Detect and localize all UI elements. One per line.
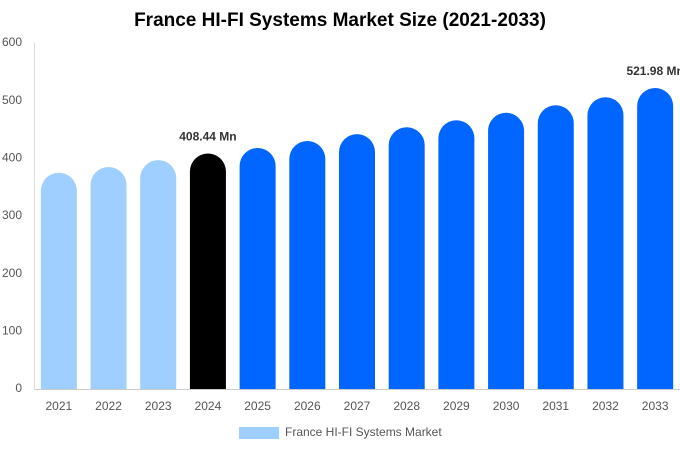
bar: [637, 87, 674, 389]
x-tick-label: 2029: [443, 399, 470, 413]
x-tick-label: 2024: [195, 399, 222, 413]
x-tick-label: 2033: [642, 399, 669, 413]
y-tick-label: 600: [2, 35, 22, 49]
bar: [438, 120, 475, 390]
y-tick-label: 400: [2, 151, 22, 165]
x-tick-label: 2027: [344, 399, 371, 413]
bar: [90, 166, 127, 389]
bar: [339, 134, 375, 389]
value-label: 521.98 Mn: [626, 64, 680, 78]
bar: [587, 97, 624, 389]
bar: [488, 112, 525, 390]
x-tick-label: 2028: [393, 399, 420, 413]
bar: [289, 141, 326, 389]
x-tick-label: 2023: [145, 399, 172, 413]
x-tick-label: 2026: [294, 399, 321, 413]
bar: [537, 105, 574, 389]
bar: [388, 127, 425, 390]
y-tick-label: 500: [2, 93, 22, 107]
bar: [189, 153, 226, 389]
x-tick-label: 2021: [45, 399, 72, 413]
bar: [40, 172, 77, 389]
bar: [140, 160, 177, 389]
bar: [239, 147, 276, 389]
x-tick-label: 2022: [95, 399, 122, 413]
x-tick-label: 2032: [592, 399, 619, 413]
x-tick-label: 2031: [542, 399, 569, 413]
chart-title: France HI-FI Systems Market Size (2021-2…: [134, 10, 546, 31]
x-tick-label: 2030: [493, 399, 520, 413]
value-label: 408.44 Mn: [179, 130, 236, 144]
legend-label: France HI-FI Systems Market: [285, 425, 442, 439]
y-tick-label: 300: [2, 208, 22, 222]
x-tick-label: 2025: [244, 399, 271, 413]
legend-swatch: [239, 427, 279, 439]
y-tick-label: 200: [2, 266, 22, 280]
y-tick-label: 0: [15, 381, 22, 395]
y-tick-label: 100: [2, 324, 22, 338]
